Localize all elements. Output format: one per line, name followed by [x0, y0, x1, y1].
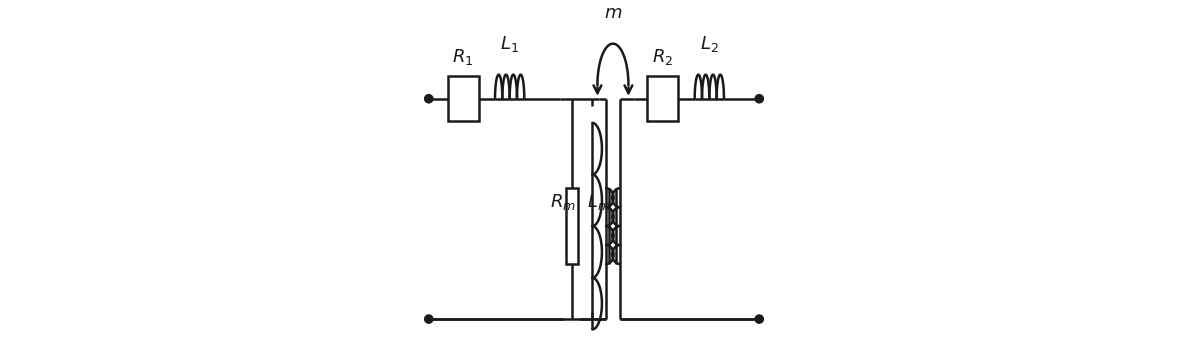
Text: $L_2$: $L_2$	[700, 34, 719, 54]
Text: $L_m$: $L_m$	[587, 192, 611, 212]
Text: $R_m$: $R_m$	[550, 192, 576, 212]
FancyBboxPatch shape	[565, 188, 577, 264]
Circle shape	[756, 95, 764, 103]
FancyBboxPatch shape	[647, 76, 678, 121]
Circle shape	[424, 95, 432, 103]
Text: $R_1$: $R_1$	[453, 47, 474, 68]
Text: $m$: $m$	[604, 4, 623, 22]
Text: $R_2$: $R_2$	[652, 47, 674, 68]
FancyBboxPatch shape	[448, 76, 479, 121]
Circle shape	[424, 315, 432, 323]
Text: $L_1$: $L_1$	[500, 34, 519, 54]
Circle shape	[756, 315, 764, 323]
